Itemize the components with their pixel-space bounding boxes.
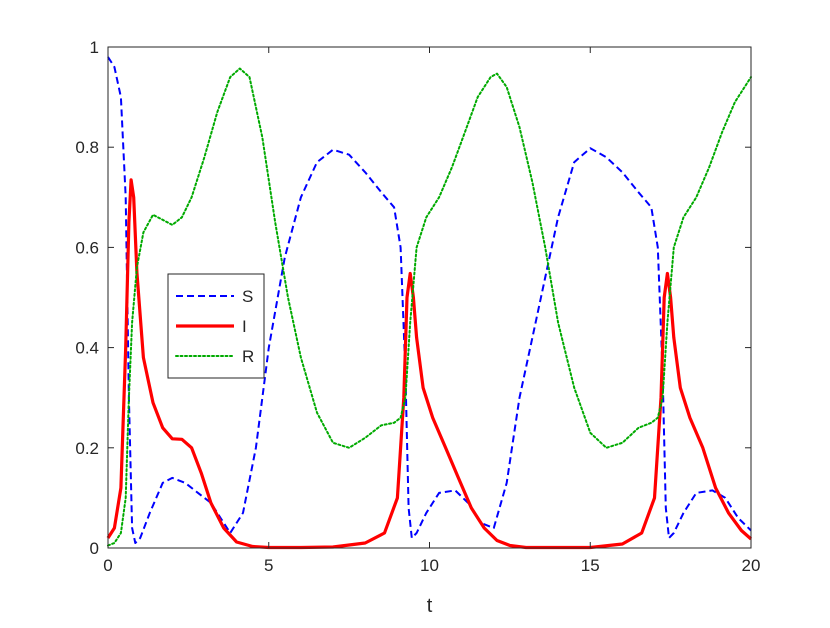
- legend-label-r: R: [242, 347, 254, 366]
- y-tick-label: 0: [90, 539, 99, 558]
- y-tick-label: 0.8: [75, 138, 99, 157]
- x-axis-label: t: [427, 595, 433, 617]
- y-tick-label: 0.2: [75, 439, 99, 458]
- legend-label-s: S: [242, 287, 253, 306]
- legend: SIR: [167, 273, 265, 379]
- series-line-r: [107, 67, 752, 547]
- series-line-s: [107, 56, 752, 544]
- series-line-i: [106, 178, 753, 550]
- ticks-layer: 0 5 10 15 20 0 0.2 0.4 0.6 0.8 1: [75, 38, 760, 575]
- legend-label-i: I: [242, 317, 247, 336]
- x-tick-label: 0: [103, 556, 112, 575]
- y-tick-label: 1: [90, 38, 99, 57]
- x-tick-label: 10: [420, 556, 439, 575]
- series-layer: [106, 56, 753, 550]
- x-tick-label: 20: [742, 556, 761, 575]
- x-tick-label: 5: [264, 556, 273, 575]
- y-tick-label: 0.6: [75, 238, 99, 257]
- y-tick-label: 0.4: [75, 339, 99, 358]
- x-tick-label: 15: [581, 556, 600, 575]
